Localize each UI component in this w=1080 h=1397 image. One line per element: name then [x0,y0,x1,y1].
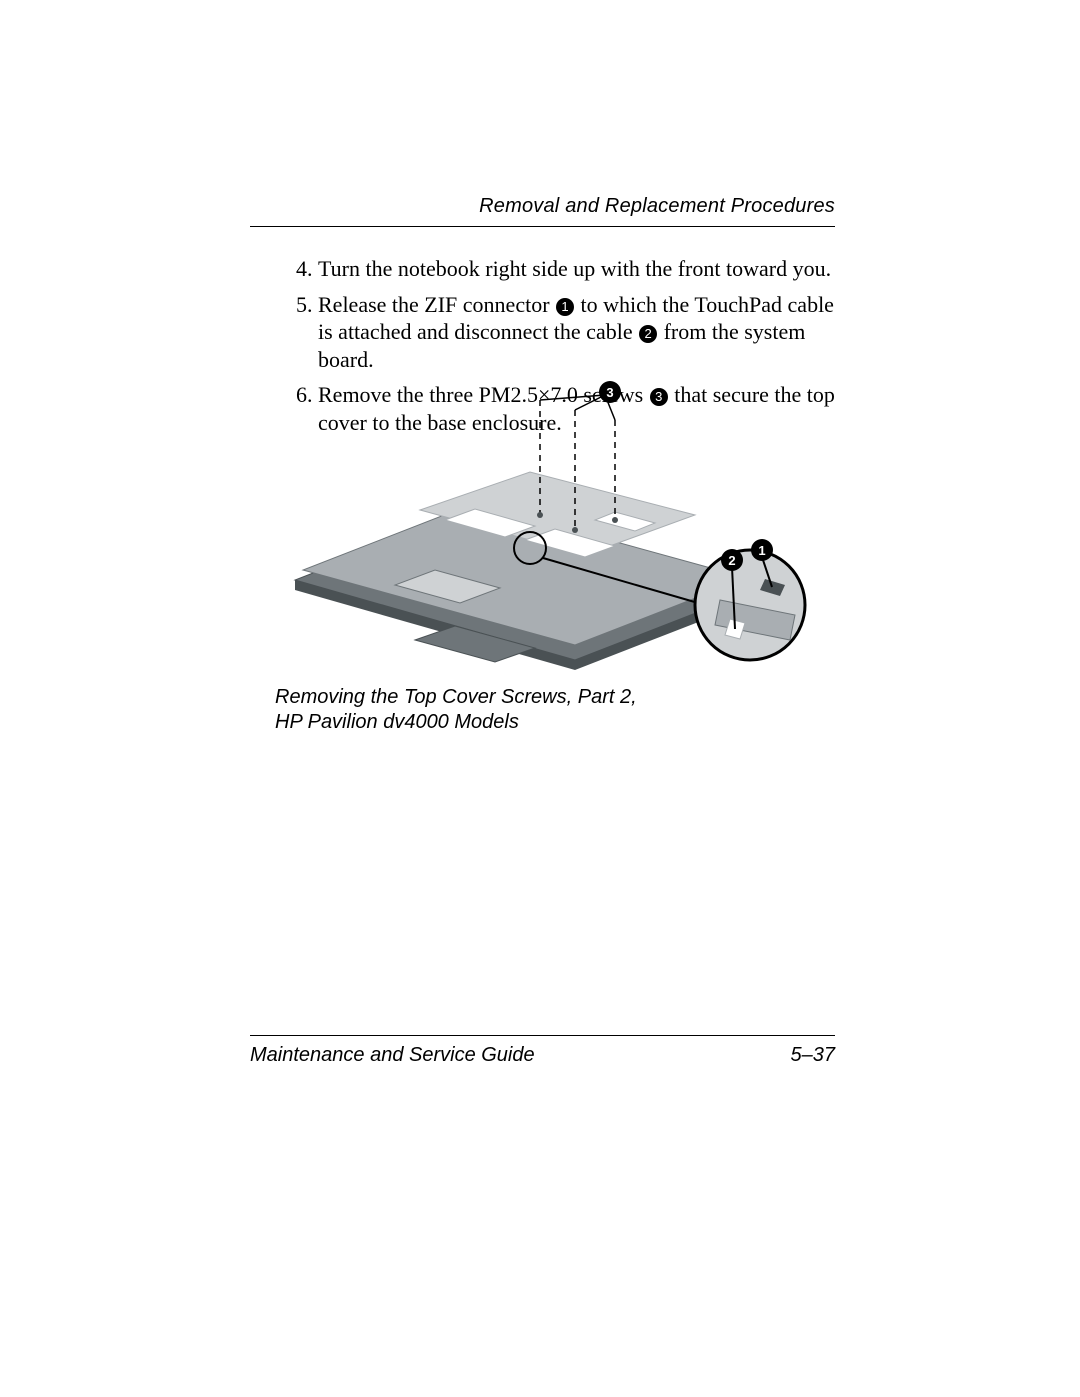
caption-line-2: HP Pavilion dv4000 Models [275,710,637,735]
page: Removal and Replacement Procedures Turn … [0,0,1080,1397]
svg-text:1: 1 [758,543,765,558]
section-title: Removal and Replacement Procedures [250,195,835,218]
figure-caption: Removing the Top Cover Screws, Part 2, H… [275,685,637,735]
svg-text:3: 3 [606,385,613,400]
header-rule [250,226,835,227]
footer-line: Maintenance and Service Guide 5–37 [250,1044,835,1067]
footer-left: Maintenance and Service Guide [250,1044,535,1067]
footer-rule [250,1035,835,1036]
caption-line-1: Removing the Top Cover Screws, Part 2, [275,685,637,710]
callout-circle-icon: 2 [639,325,657,343]
step-item: Turn the notebook right side up with the… [318,255,835,283]
callout-circle-icon: 1 [556,298,574,316]
header: Removal and Replacement Procedures [250,195,835,227]
svg-text:2: 2 [728,553,735,568]
figure: 3 1 2 [275,380,845,670]
footer-right: 5–37 [791,1044,836,1067]
laptop-diagram-svg: 3 1 2 [275,380,845,670]
footer: Maintenance and Service Guide 5–37 [250,1035,835,1067]
step-item: Release the ZIF connector 1 to which the… [318,291,835,374]
